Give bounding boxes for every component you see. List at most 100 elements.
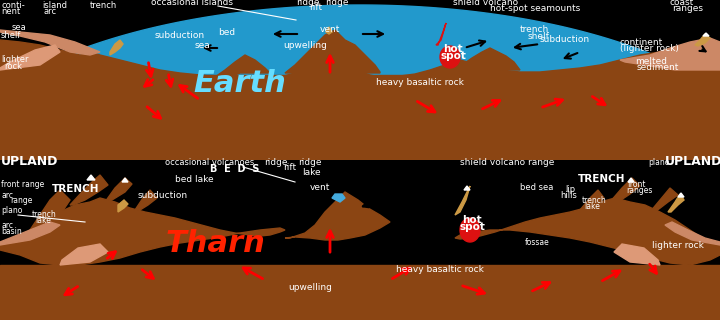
Polygon shape (78, 215, 125, 230)
Text: TRENCH: TRENCH (578, 174, 626, 184)
Polygon shape (105, 178, 132, 202)
Polygon shape (455, 198, 720, 265)
Polygon shape (326, 27, 332, 34)
Polygon shape (703, 33, 709, 36)
Text: trench: trench (582, 196, 607, 205)
Text: shield volcano range: shield volcano range (460, 158, 554, 167)
Polygon shape (285, 30, 380, 73)
Text: sediment: sediment (637, 63, 680, 72)
Text: UPLAND: UPLAND (665, 155, 720, 168)
Text: upwelling: upwelling (288, 283, 332, 292)
Text: shelf: shelf (528, 32, 550, 41)
Text: UPLAND: UPLAND (1, 155, 58, 168)
Text: fossae: fossae (525, 238, 550, 247)
Polygon shape (455, 186, 470, 215)
Text: hills: hills (560, 191, 577, 200)
Text: sea: sea (195, 41, 211, 50)
Polygon shape (0, 30, 100, 55)
Polygon shape (332, 194, 345, 202)
Text: upwelling: upwelling (283, 41, 327, 50)
Text: trench: trench (90, 1, 117, 10)
Polygon shape (614, 244, 660, 265)
Text: arc: arc (44, 7, 57, 16)
Text: shield volcano: shield volcano (453, 0, 518, 7)
Polygon shape (464, 186, 470, 190)
Polygon shape (0, 45, 60, 70)
Text: ranges: ranges (672, 4, 703, 13)
Text: basin: basin (1, 227, 22, 236)
Text: bed lake: bed lake (175, 175, 214, 184)
Polygon shape (580, 190, 604, 210)
Polygon shape (450, 48, 520, 72)
Text: lighter: lighter (1, 55, 29, 64)
Text: arc: arc (1, 191, 13, 200)
Text: ridge: ridge (297, 0, 320, 7)
Text: TRENCH: TRENCH (52, 184, 99, 194)
Text: rock: rock (4, 62, 22, 71)
Text: nent: nent (1, 7, 20, 16)
Text: bed sea: bed sea (520, 183, 554, 192)
Text: ridge: ridge (325, 0, 348, 7)
Polygon shape (610, 178, 640, 202)
Polygon shape (0, 75, 720, 160)
Text: continent: continent (620, 38, 663, 47)
Text: lighter rock: lighter rock (652, 241, 704, 250)
Polygon shape (30, 190, 70, 230)
Text: B  E  D  S: B E D S (210, 164, 259, 174)
Text: melted: melted (635, 57, 667, 66)
Text: vent: vent (310, 183, 330, 192)
Text: lip: lip (565, 185, 575, 194)
Text: bed: bed (218, 28, 235, 37)
Polygon shape (118, 200, 128, 212)
Polygon shape (60, 244, 108, 265)
Text: heavy basaltic rock: heavy basaltic rock (396, 265, 484, 274)
Text: Tharn: Tharn (165, 229, 265, 258)
Polygon shape (122, 178, 128, 182)
Text: heavy basaltic rock: heavy basaltic rock (376, 78, 464, 87)
Text: hot: hot (462, 215, 482, 225)
Polygon shape (70, 175, 108, 205)
Text: shelf: shelf (1, 31, 22, 40)
Polygon shape (678, 193, 684, 197)
Polygon shape (668, 194, 684, 212)
Text: subduction: subduction (138, 191, 188, 200)
Polygon shape (215, 55, 270, 77)
Text: front range: front range (1, 180, 44, 189)
Text: trench: trench (520, 25, 549, 34)
Text: lake: lake (584, 202, 600, 211)
Text: spot: spot (459, 222, 485, 232)
Text: vent: vent (320, 25, 340, 34)
Text: trench: trench (32, 210, 57, 219)
Polygon shape (0, 265, 720, 320)
Polygon shape (110, 40, 123, 55)
Text: ranges: ranges (626, 186, 652, 195)
Text: ridge: ridge (264, 158, 288, 167)
Text: occasional islands: occasional islands (151, 0, 233, 7)
Text: sea: sea (12, 23, 27, 32)
Text: lake: lake (302, 168, 320, 177)
Text: conti-: conti- (1, 1, 24, 10)
Text: hot: hot (444, 44, 463, 54)
Text: lake: lake (35, 216, 51, 225)
Polygon shape (436, 23, 446, 45)
Polygon shape (87, 175, 95, 180)
Text: plano: plano (648, 158, 670, 167)
Text: Earth: Earth (194, 69, 287, 98)
Text: subduction: subduction (540, 35, 590, 44)
Text: rift: rift (284, 163, 297, 172)
Polygon shape (460, 218, 480, 242)
Text: subduction: subduction (155, 31, 205, 40)
Text: island: island (42, 1, 67, 10)
Polygon shape (695, 34, 710, 46)
Text: range: range (10, 196, 32, 205)
Text: arc: arc (1, 221, 13, 230)
Text: (lighter rock): (lighter rock) (620, 44, 679, 53)
Text: front: front (628, 180, 647, 189)
Polygon shape (0, 222, 60, 245)
Polygon shape (650, 188, 678, 212)
Polygon shape (0, 198, 285, 265)
Polygon shape (440, 46, 460, 68)
Polygon shape (285, 192, 390, 240)
Polygon shape (0, 5, 720, 180)
Polygon shape (628, 178, 634, 182)
